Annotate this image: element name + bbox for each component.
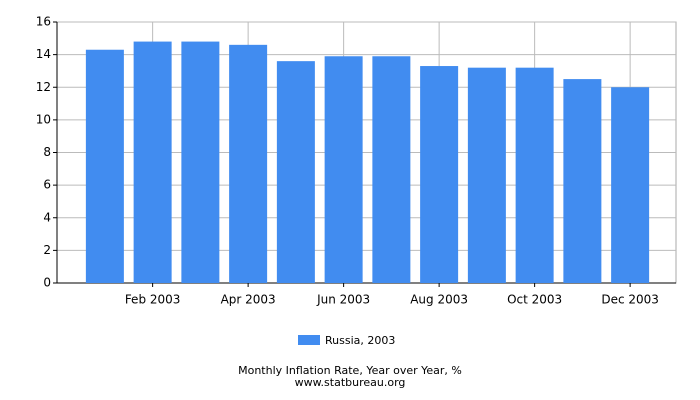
x-tick-label: Aug 2003 (410, 293, 468, 307)
x-tick-label: Dec 2003 (601, 293, 659, 307)
x-tick-label: Oct 2003 (507, 293, 562, 307)
caption: Monthly Inflation Rate, Year over Year, … (238, 364, 462, 377)
legend-swatch (298, 335, 320, 345)
bar (229, 44, 268, 284)
x-tick-label: Jun 2003 (316, 293, 370, 307)
x-tick-label: Apr 2003 (221, 293, 276, 307)
bar (133, 41, 172, 284)
y-tick-label: 6 (43, 178, 51, 192)
legend-label: Russia, 2003 (325, 334, 395, 347)
bar (467, 67, 506, 283)
source: www.statbureau.org (295, 376, 406, 389)
x-tick-label: Feb 2003 (125, 293, 181, 307)
y-tick-label: 10 (36, 112, 51, 126)
y-tick-label: 4 (43, 210, 51, 224)
bar (324, 56, 363, 283)
y-tick-label: 12 (36, 80, 51, 94)
bar (85, 49, 124, 284)
bar (276, 61, 315, 284)
bar (611, 87, 650, 283)
bar (420, 66, 459, 283)
y-tick-label: 0 (43, 276, 51, 290)
bar (515, 67, 554, 283)
bar (563, 79, 602, 283)
y-tick-label: 8 (43, 145, 51, 159)
bar (372, 56, 411, 283)
bar (181, 41, 220, 284)
y-tick-label: 2 (43, 243, 51, 257)
y-tick-label: 16 (36, 15, 51, 29)
y-tick-label: 14 (36, 47, 51, 61)
